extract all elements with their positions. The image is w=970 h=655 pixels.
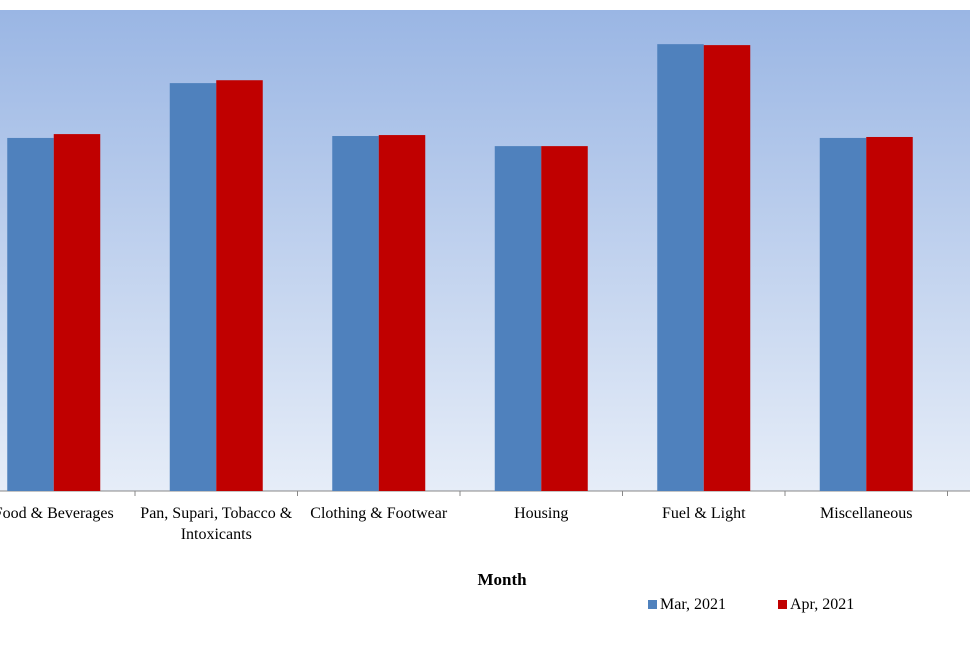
bar — [541, 146, 588, 492]
bar — [657, 44, 704, 491]
bar — [53, 134, 101, 491]
x-tick-label: Pan, Supari, Tobacco & Intoxicants — [140, 505, 293, 543]
bar — [7, 137, 54, 492]
x-axis-title: Month — [477, 570, 527, 589]
x-tick-label: Fuel & Light — [661, 505, 746, 522]
bar — [378, 135, 426, 491]
x-tick-label: Clothing & Footwear — [310, 505, 448, 522]
plot-area — [0, 10, 970, 491]
bar — [332, 136, 379, 491]
legend-label: Apr, 2021 — [790, 596, 855, 613]
legend-item: Apr, 2021 — [778, 596, 854, 614]
bar — [216, 80, 263, 491]
legend-swatch — [778, 600, 787, 609]
x-tick-label: Housing — [514, 505, 569, 522]
legend-item: Mar, 2021 — [648, 596, 726, 614]
bar — [819, 137, 867, 492]
bar — [866, 136, 913, 491]
bar — [169, 83, 217, 491]
bar — [703, 45, 751, 491]
x-tick-label: Food & Beverages — [0, 505, 114, 522]
legend-label: Mar, 2021 — [660, 596, 727, 613]
x-tick-label: Miscellaneous — [820, 505, 913, 522]
legend-swatch — [648, 600, 657, 609]
bar — [494, 146, 542, 492]
